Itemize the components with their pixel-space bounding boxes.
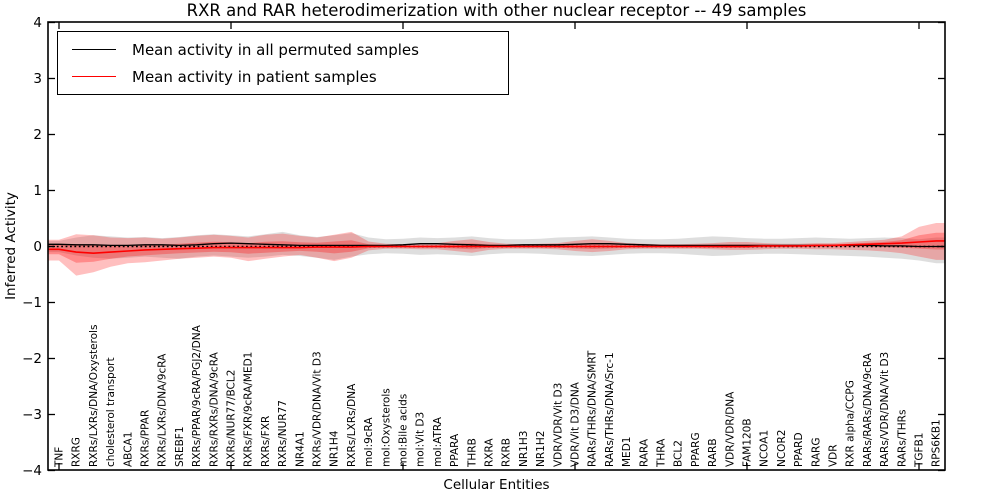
patient-mean-line: [48, 240, 945, 255]
legend-entry-permuted: Mean activity in all permuted samples: [72, 41, 508, 59]
x-axis-label: Cellular Entities: [443, 477, 550, 493]
x-tick-label: RXRG: [71, 437, 83, 467]
x-tick-label: BCL2: [673, 440, 685, 467]
x-tick-label: RXRs/FXR/9cRA/MED1: [243, 352, 255, 467]
x-tick-label: RARs/THRs/DNA/SMRT: [587, 350, 599, 467]
x-tick-label: RARG: [810, 438, 822, 468]
x-tick-label: PPARD: [793, 432, 805, 467]
x-tick-label: THRA: [656, 438, 668, 468]
x-tick-label: RPS6KB1: [931, 419, 943, 467]
y-tick-labels-group: 4 3 2 1 0 −1 −2 −3 −4: [22, 15, 42, 479]
x-tick-label: RXR alpha/CCPG: [845, 380, 857, 467]
x-tick-label: TGFB1: [914, 433, 926, 468]
y-tick-label: −3: [22, 407, 42, 423]
x-tick-label: RXRs/NUR77/BCL2: [226, 370, 238, 467]
y-tick-label: 1: [33, 183, 42, 199]
x-tick-label: RARB: [707, 438, 719, 467]
legend-label: Mean activity in patient samples: [132, 67, 377, 86]
x-tick-label: VDR: [828, 444, 840, 467]
legend-label: Mean activity in all permuted samples: [132, 40, 419, 59]
chart-title: RXR and RAR heterodimerization with othe…: [186, 1, 807, 20]
x-tick-label: mol:Vit D3: [415, 412, 427, 467]
x-tick-label: THRB: [466, 438, 478, 468]
x-tick-label: mol:Oxysterols: [380, 388, 392, 467]
x-tick-label: RARs/RARs/DNA/9cRA: [862, 352, 874, 467]
x-tick-label: SREBF1: [174, 426, 186, 467]
legend: Mean activity in all permuted samples Me…: [57, 31, 509, 95]
x-tick-label: ABCA1: [122, 432, 134, 467]
x-tick-label: mol:9cRA: [363, 417, 375, 467]
x-tick-label: RXRs/LXRs/DNA/9cRA: [157, 353, 169, 467]
lines-group: [48, 240, 945, 255]
x-tick-label: mol:ATRA: [432, 416, 444, 467]
x-tick-label: RXRA: [484, 438, 496, 467]
legend-entry-patient: Mean activity in patient samples: [72, 68, 508, 86]
x-tick-label: RARs/VDR/DNA/Vit D3: [879, 352, 891, 467]
y-tick-label: 4: [33, 15, 42, 31]
legend-line-sample-red: [72, 76, 116, 77]
x-tick-label: RXRs/RXRs/DNA/9cRA: [208, 351, 220, 467]
x-tick-label: NR4A1: [294, 431, 306, 467]
bands-group: [48, 223, 945, 276]
x-tick-label: FAM120B: [742, 418, 754, 467]
x-tick-label: RXRs/PPAR: [140, 410, 152, 467]
x-tick-label: VDR/VDR/DNA: [724, 391, 736, 467]
legend-line-sample-black: [72, 49, 116, 50]
x-tick-label: mol:Bile acids: [398, 394, 410, 467]
x-tick-label: RARs/THRs/DNA/Src-1: [604, 352, 616, 467]
x-tick-label: NR1H3: [518, 431, 530, 467]
x-tick-label: RARA: [638, 438, 650, 467]
x-tick-label: RXRs/LXRs/DNA/Oxysterols: [88, 325, 100, 467]
x-tick-label: VDR/Vit D3/DNA: [570, 381, 582, 467]
patient-band-inner: [48, 232, 945, 263]
y-tick-label: −2: [22, 351, 42, 367]
y-tick-label: 3: [33, 71, 42, 87]
x-tick-label: cholesterol transport: [105, 357, 117, 467]
y-tick-label: −4: [22, 463, 42, 479]
x-tick-label: RXRs/LXRs/DNA: [346, 383, 358, 467]
y-tick-label: −1: [22, 295, 42, 311]
x-tick-label: RXRs/FXR: [260, 416, 272, 467]
x-tick-label: VDR/VDR/Vit D3: [552, 383, 564, 467]
x-tick-label: NR1H4: [329, 430, 341, 467]
x-tick-label: PPARG: [690, 432, 702, 467]
x-tick-label: RXRs/VDR/DNA/Vit D3: [312, 351, 324, 467]
y-tick-label: 0: [33, 239, 42, 255]
x-tick-label: PPARA: [449, 433, 461, 467]
x-tick-labels-group: TNF RXRG RXRs/LXRs/DNA/Oxysterols cholester…: [54, 324, 943, 468]
patient-band-outer: [48, 223, 945, 276]
x-tick-label: RXRs/PPAR/9cRA/PGJ2/DNA: [191, 324, 203, 467]
x-tick-label: TNF: [54, 447, 66, 468]
x-tick-label: RXRB: [501, 438, 513, 467]
axes-frame: [47, 21, 946, 471]
x-tick-label: NCOA1: [759, 430, 771, 467]
x-tick-label: RARs/THRs: [896, 410, 908, 467]
x-tick-label: RXRs/NUR77: [277, 400, 289, 467]
x-tick-label: NR1H2: [535, 431, 547, 467]
x-tick-label: MED1: [621, 437, 633, 467]
y-tick-label: 2: [33, 127, 42, 143]
x-tick-label: NCOR2: [776, 430, 788, 467]
permuted-band: [48, 231, 945, 264]
